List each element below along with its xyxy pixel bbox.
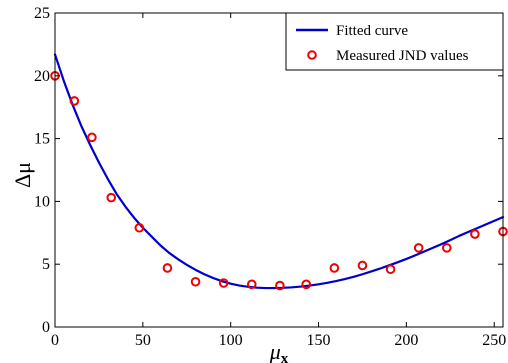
y-tick-label: 5	[42, 256, 50, 273]
axes-frame	[54, 12, 504, 328]
legend: Fitted curve Measured JND values	[285, 12, 504, 71]
measured-jnd-point	[218, 278, 229, 288]
legend-measured-jnd-label: Measured JND values	[336, 48, 469, 64]
y-tick-label: 10	[34, 193, 50, 210]
measured-jnd-point	[69, 96, 80, 106]
measured-jnd-point	[413, 243, 424, 253]
measured-jnd-point	[162, 263, 173, 273]
legend-box	[285, 12, 504, 71]
measured-jnd-point	[470, 229, 480, 239]
legend-marker-swatch	[307, 50, 317, 60]
x-tick-label: 50	[135, 332, 151, 349]
measured-jnd-point	[441, 243, 452, 253]
y-tick-label: 0	[42, 319, 50, 336]
x-axis-label: μx	[269, 339, 289, 363]
measured-jnd-point	[190, 276, 201, 287]
legend-fitted-curve-label: Fitted curve	[336, 23, 408, 39]
y-tick-label: 25	[34, 5, 50, 22]
x-axis-label-subscript: x	[281, 351, 289, 363]
measured-jnd-point	[385, 264, 396, 275]
measured-jnd-point	[246, 279, 257, 290]
axes-layer	[54, 12, 504, 328]
y-axis-label: Δμ	[10, 162, 35, 188]
x-tick-label: 250	[482, 332, 506, 349]
measured-jnd-point	[329, 263, 340, 273]
measured-jnd-point	[357, 260, 368, 271]
measured-jnd-point	[134, 222, 145, 233]
measured-jnd-point	[106, 192, 117, 203]
x-tick-label: 0	[51, 332, 59, 349]
measured-jnd-point	[87, 132, 97, 143]
y-tick-label: 20	[34, 68, 50, 85]
x-tick-label: 100	[219, 332, 243, 349]
fitted-curve-line	[53, 53, 505, 290]
x-tick-label: 150	[307, 332, 331, 349]
x-tick-label: 200	[394, 332, 418, 349]
y-tick-label: 15	[34, 131, 50, 148]
measured-jnd-point	[275, 280, 285, 291]
tick-layer: 0 50 100 150 200 250 0 5 10 15 20 25	[34, 5, 506, 349]
measured-jnd-point	[301, 279, 312, 290]
